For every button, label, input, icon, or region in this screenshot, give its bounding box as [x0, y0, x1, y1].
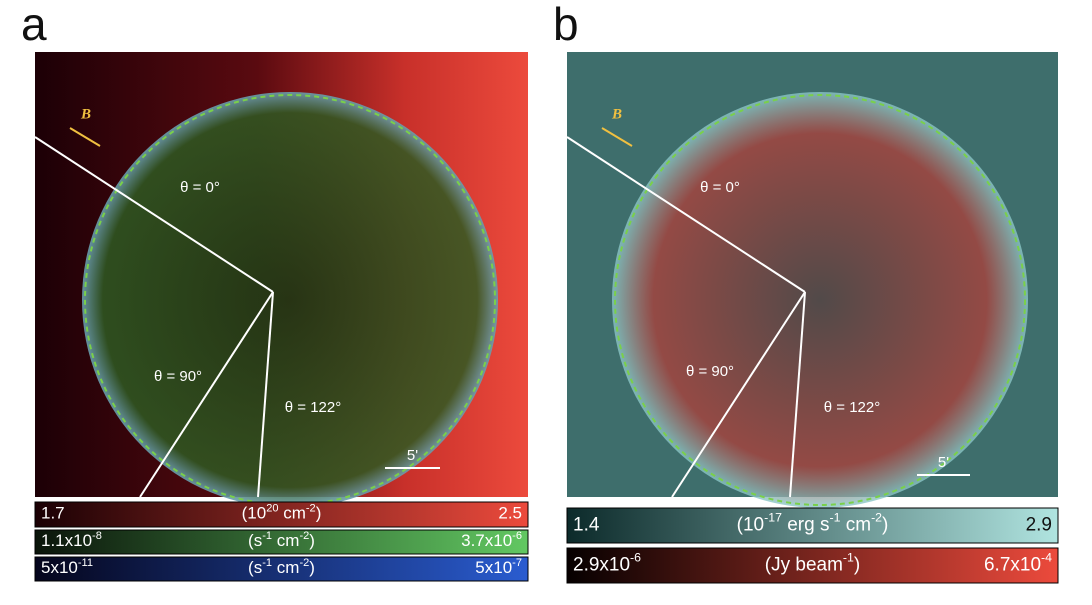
superscript: -1: [262, 557, 272, 569]
colorbar: [566, 547, 1059, 584]
text-part: ): [309, 558, 315, 577]
label: 5x10-7: [475, 557, 522, 578]
field-label: B: [611, 106, 622, 122]
text-part: 3.7x10: [461, 531, 512, 550]
text-part: cm: [278, 504, 305, 523]
text-part: 1.4: [573, 515, 600, 536]
field-label: B: [80, 106, 91, 122]
colorbar: [34, 556, 529, 582]
sector-line: [34, 136, 274, 293]
superscript: -1: [843, 551, 854, 565]
angle-label: θ = 90°: [154, 368, 202, 385]
superscript: -2: [871, 511, 882, 525]
label: 2.9: [1026, 515, 1052, 536]
label: 5x10-11: [41, 557, 93, 578]
text-part: 5x10: [41, 558, 78, 577]
text-part: (s: [248, 531, 262, 550]
sector-line: [257, 291, 274, 498]
superscript: -2: [299, 530, 309, 542]
text-part: ): [309, 531, 315, 550]
superscript: -2: [306, 502, 316, 514]
sector-line: [671, 291, 806, 498]
angle-label: θ = 122°: [824, 399, 880, 416]
angle-label: θ = 0°: [180, 179, 220, 196]
superscript: -11: [78, 557, 93, 569]
panel-label: a: [21, 0, 47, 50]
label: (10-17 erg s-1 cm-2): [737, 511, 889, 536]
text-part: 1.1x10: [41, 531, 92, 550]
text-part: 2.9: [1026, 515, 1052, 536]
label: 3.7x10-6: [461, 530, 522, 551]
angle-label: θ = 90°: [686, 363, 734, 380]
text-part: 2.9x10: [573, 555, 630, 576]
text-part: (10: [737, 515, 764, 536]
label: (Jy beam-1): [765, 551, 860, 576]
label: 2.9x10-6: [573, 551, 641, 576]
text-part: cm: [840, 515, 871, 536]
superscript: -2: [299, 557, 309, 569]
text-part: (s: [248, 558, 262, 577]
label: 1.1x10-8: [41, 530, 102, 551]
text-part: (10: [242, 504, 267, 523]
superscript: -6: [512, 530, 522, 542]
sector-line: [139, 291, 274, 498]
sector-line: [789, 291, 806, 498]
sector-line: [566, 136, 806, 293]
superscript: -1: [262, 530, 272, 542]
text-part: 1.7: [41, 504, 65, 523]
scale-label: 5': [407, 447, 418, 464]
superscript: -6: [630, 551, 641, 565]
text-part: ): [882, 515, 888, 536]
superscript: -8: [92, 530, 102, 542]
superscript: 20: [266, 502, 278, 514]
text-part: ): [316, 504, 322, 523]
label: (s-1 cm-2): [248, 557, 315, 578]
images: [35, 52, 1058, 508]
text-part: 2.5: [498, 504, 522, 523]
label: 1.7: [41, 504, 65, 523]
superscript: -4: [1041, 551, 1052, 565]
remnant: [82, 92, 498, 508]
label: (s-1 cm-2): [248, 530, 315, 551]
label: 2.5: [498, 504, 522, 523]
colorbar: [34, 529, 529, 555]
colorbar: [34, 501, 529, 528]
label: 6.7x10-4: [984, 551, 1052, 576]
superscript: -1: [829, 511, 840, 525]
label: (1020 cm-2): [242, 502, 322, 523]
panel-label: b: [553, 0, 579, 50]
colorbar: [566, 507, 1059, 544]
text-part: cm: [272, 531, 299, 550]
boundary-circle: [84, 94, 496, 506]
superscript: -17: [764, 511, 782, 525]
remnant: [612, 92, 1028, 508]
text-part: (Jy beam: [765, 555, 843, 576]
boundary-circle: [614, 94, 1026, 506]
field-arrow: [69, 127, 101, 147]
text-part: 5x10: [475, 558, 512, 577]
label: 1.4: [573, 515, 600, 536]
angle-label: θ = 0°: [700, 179, 740, 196]
field-arrow: [601, 127, 633, 147]
text-part: erg s: [782, 515, 830, 536]
superscript: -7: [512, 557, 522, 569]
text-part: ): [854, 555, 860, 576]
text-part: cm: [272, 558, 299, 577]
text-part: 6.7x10: [984, 555, 1041, 576]
scale-label: 5': [938, 454, 949, 471]
angle-label: θ = 122°: [285, 399, 341, 416]
